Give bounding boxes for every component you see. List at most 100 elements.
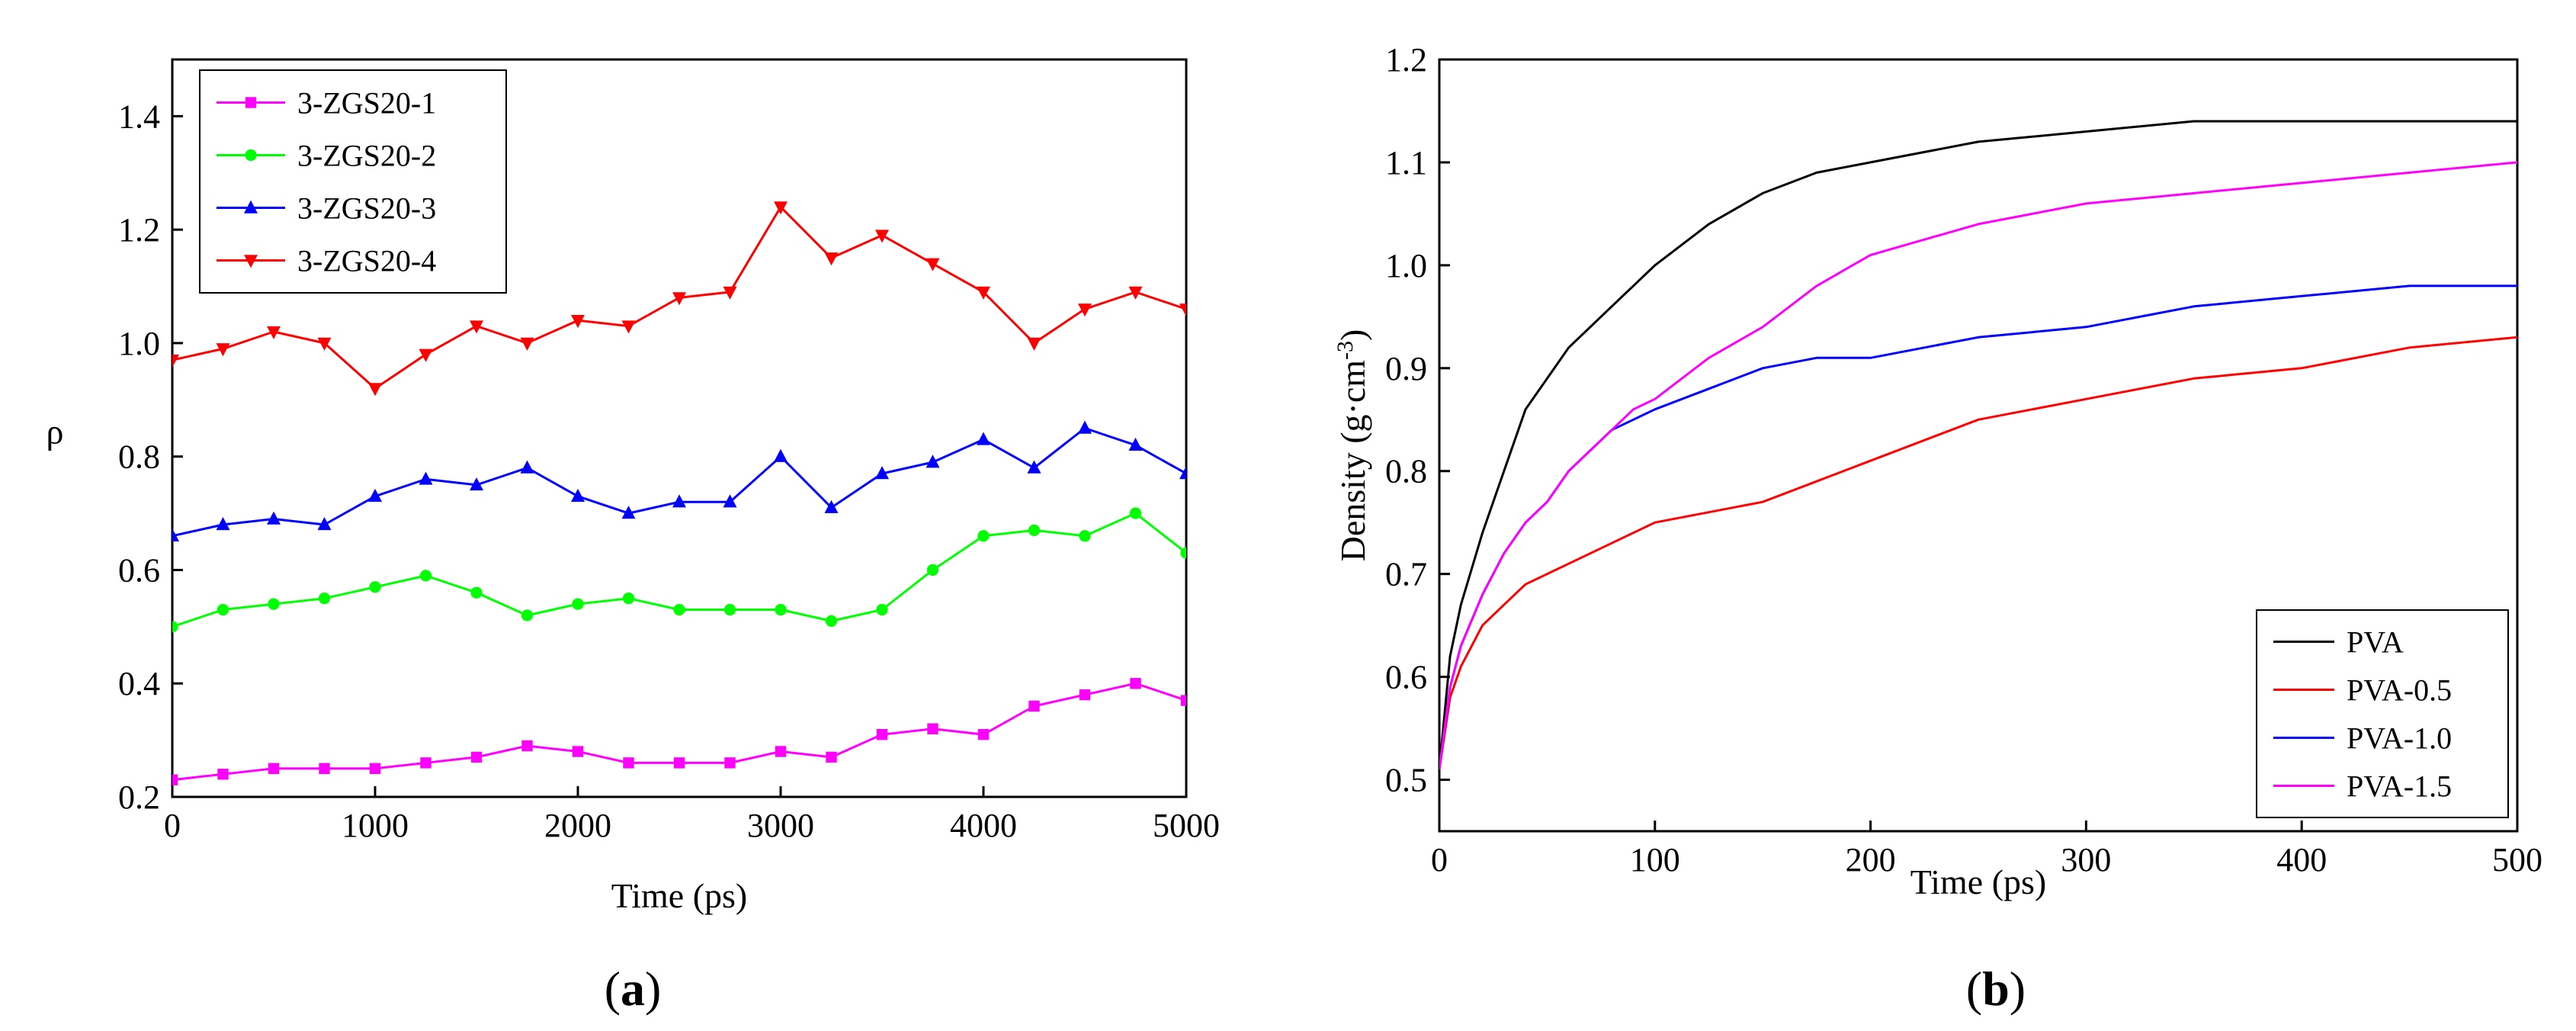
chart-a-legend-marker bbox=[245, 97, 257, 108]
chart-a-y-axis-title: ρ bbox=[47, 413, 64, 451]
chart-a-data-point bbox=[673, 757, 685, 769]
chart-b-legend-label: PVA-1.5 bbox=[2347, 769, 2452, 804]
chart-a-data-point bbox=[1078, 304, 1092, 317]
chart-a-data-point bbox=[470, 586, 483, 599]
chart-a: 0 1000 2000 3000 4000 5000 0.2 0.4 0.6 0.8 1.0 1.2 1… bbox=[47, 58, 1220, 915]
chart-a-data-point bbox=[267, 326, 281, 339]
chart-a-data-point bbox=[774, 201, 788, 215]
chart-a-data-point bbox=[672, 494, 686, 508]
chart-a-legend-marker bbox=[244, 255, 258, 268]
chart-a-data-point bbox=[623, 757, 634, 769]
chart-a-data-point bbox=[774, 448, 788, 462]
chart-a-data-point bbox=[319, 763, 330, 775]
chart-b: 0 100 200 300 400 500 0.5 0.6 0.7 0.8 0.9 1.0 1.1 1.2… bbox=[1333, 41, 2542, 901]
chart-a-legend-marker bbox=[244, 200, 258, 214]
chart-a-data-point bbox=[369, 763, 381, 775]
chart-a-data-point bbox=[977, 728, 990, 740]
chart-a-y-tick-label: 0.8 bbox=[118, 438, 160, 476]
chart-a-data-point bbox=[268, 598, 280, 610]
chart-b-y-tick-label: 0.8 bbox=[1385, 453, 1427, 490]
chart-a-x-tick-label: 2000 bbox=[544, 807, 611, 844]
chart-a-data-point bbox=[368, 488, 382, 502]
chart-a-data-point bbox=[1180, 547, 1186, 559]
chart-a-data-point bbox=[470, 751, 483, 763]
chart-b-y-tick-label: 0.5 bbox=[1385, 762, 1427, 799]
chart-a-data-point bbox=[977, 432, 990, 445]
chart-a-data-point bbox=[824, 499, 839, 513]
chart-b-x-tick-label: 200 bbox=[1846, 841, 1896, 878]
chart-b-x-tick-label: 500 bbox=[2492, 841, 2542, 878]
chart-a-data-point bbox=[172, 355, 179, 368]
chart-a-legend-label: 3-ZGS20-4 bbox=[297, 244, 436, 278]
chart-a-y-tick-label: 0.4 bbox=[118, 665, 160, 702]
chart-b-y-tick-label: 1.0 bbox=[1385, 247, 1427, 284]
chart-a-data-point bbox=[1027, 460, 1041, 474]
chart-a-data-point bbox=[1028, 700, 1040, 712]
chart-a-data-point bbox=[470, 477, 483, 491]
chart-b-legend-box bbox=[2256, 609, 2509, 818]
chart-a-data-point bbox=[217, 603, 229, 616]
chart-a-data-point bbox=[824, 252, 839, 266]
chart-a-data-point bbox=[1179, 304, 1186, 317]
chart-a-data-point bbox=[520, 460, 534, 474]
chart-b-series-line bbox=[1439, 161, 2517, 770]
chart-a-series-3-ZGS20-4 bbox=[172, 201, 1186, 397]
chart-b-x-axis-title: Time (ps) bbox=[1910, 862, 2047, 901]
chart-a-x-tick-label: 5000 bbox=[1153, 807, 1220, 844]
chart-a-x-tick-label: 1000 bbox=[342, 807, 409, 844]
chart-a-plot-frame bbox=[171, 58, 1188, 798]
chart-a-data-point bbox=[826, 751, 837, 763]
chart-a-y-tick-label: 0.2 bbox=[118, 779, 160, 816]
chart-b-x-tick-label: 0 bbox=[1431, 841, 1448, 878]
chart-b-legend-label: PVA bbox=[2347, 625, 2404, 660]
chart-a-data-point bbox=[775, 746, 787, 757]
chart-a-data-point bbox=[216, 343, 230, 357]
chart-a-data-point bbox=[622, 593, 635, 605]
chart-a-y-tick-label: 0.6 bbox=[118, 551, 160, 589]
chart-a-data-point bbox=[1180, 695, 1186, 706]
chart-b-y-tick-label: 0.9 bbox=[1385, 350, 1427, 387]
chart-b-series-PVA-1.5 bbox=[1439, 161, 2517, 770]
chart-a-x-tick-label: 4000 bbox=[950, 807, 1017, 844]
chart-a-data-point bbox=[673, 603, 685, 616]
chart-a-data-point bbox=[875, 466, 889, 480]
chart-a-data-point bbox=[1079, 530, 1091, 542]
chart-a-data-point bbox=[1128, 286, 1143, 300]
chart-a-x-axis-title: Time (ps) bbox=[611, 876, 748, 915]
chart-a-data-point bbox=[420, 757, 431, 769]
chart-b-series-PVA bbox=[1439, 120, 2517, 770]
chart-a-data-point bbox=[876, 603, 888, 616]
chart-a-data-point bbox=[672, 292, 686, 306]
chart-a-data-point bbox=[267, 511, 281, 525]
chart-a-data-point bbox=[1129, 507, 1142, 519]
chart-b-plot-frame bbox=[1438, 58, 2519, 833]
chart-a-data-point bbox=[621, 506, 636, 519]
chart-a-series-3-ZGS20-2 bbox=[172, 507, 1186, 633]
chart-b-series-line bbox=[1439, 120, 2517, 770]
chart-a-data-point bbox=[927, 723, 938, 734]
chart-a-data-point bbox=[172, 528, 179, 542]
chart-a-data-point bbox=[977, 530, 990, 542]
chart-a-data-point bbox=[925, 454, 940, 468]
chart-a-data-point bbox=[775, 603, 787, 616]
chart-a-data-point bbox=[1079, 689, 1091, 701]
chart-a-data-point bbox=[977, 286, 990, 300]
chart-a-data-point bbox=[571, 314, 585, 329]
chart-a-data-point bbox=[723, 286, 737, 300]
chart-a-data-point bbox=[571, 488, 585, 502]
chart-a-series-3-ZGS20-3 bbox=[172, 420, 1186, 542]
chart-a-data-point bbox=[1179, 466, 1186, 480]
chart-b-series-line bbox=[1439, 336, 2517, 770]
chart-a-data-point bbox=[268, 763, 280, 775]
chart-a-data-point bbox=[172, 774, 178, 785]
chart-a-data-point bbox=[723, 494, 737, 508]
chart-a-y-tick-label: 1.2 bbox=[118, 211, 160, 249]
chart-b-y-tick-label: 0.6 bbox=[1385, 659, 1427, 696]
chart-a-data-point bbox=[1128, 437, 1143, 451]
chart-a-x-tick-label: 0 bbox=[164, 807, 181, 844]
chart-a-legend-marker bbox=[245, 149, 257, 162]
chart-b-series-PVA-0.5 bbox=[1439, 336, 2517, 770]
chart-a-data-point bbox=[875, 230, 889, 243]
chart-b-x-tick-label: 100 bbox=[1630, 841, 1680, 878]
